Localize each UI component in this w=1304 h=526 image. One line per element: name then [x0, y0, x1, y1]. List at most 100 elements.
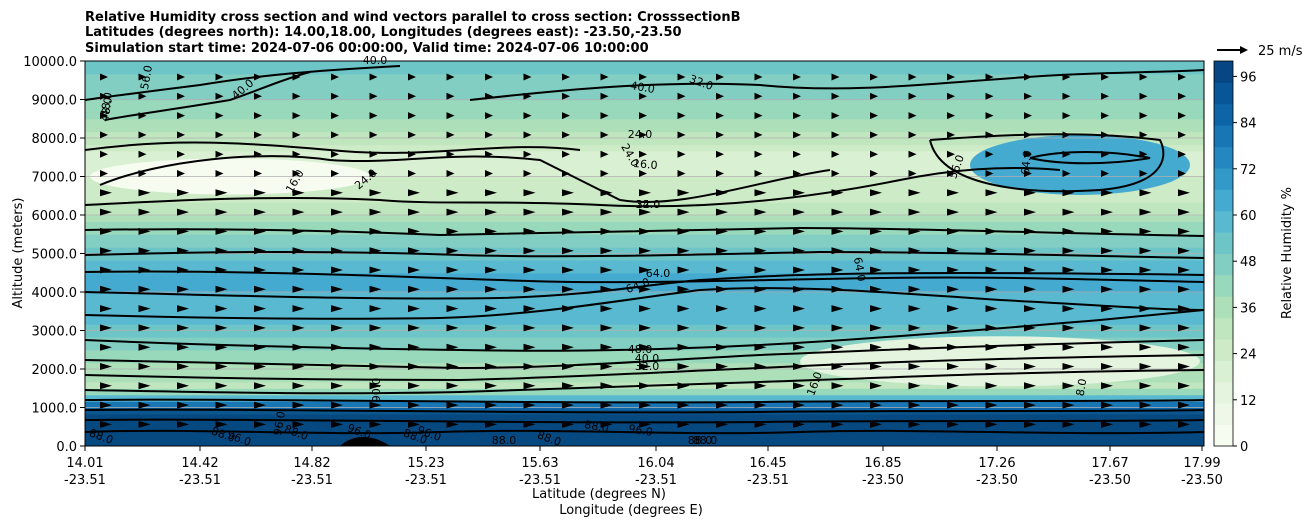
wind-vector	[908, 112, 917, 120]
colorbar-segment	[1214, 274, 1233, 297]
wind-vector	[985, 131, 994, 139]
colorbar-segment	[1214, 82, 1233, 105]
wind-vector	[446, 420, 459, 428]
wind-vector	[292, 305, 305, 313]
wind-vector	[831, 266, 844, 274]
wind-vector	[600, 305, 613, 313]
wind-vector	[947, 189, 959, 197]
wind-vector	[716, 247, 728, 255]
wind-vector	[908, 247, 921, 255]
wind-vector	[870, 189, 882, 197]
wind-vector	[639, 170, 647, 177]
wind-vector	[254, 324, 266, 332]
wind-vector	[600, 401, 613, 409]
wind-vector	[215, 208, 228, 216]
wind-vector	[716, 170, 724, 177]
wind-vector	[1101, 305, 1113, 313]
wind-vector	[292, 324, 305, 332]
y-tick-label: 3000.0	[32, 325, 78, 340]
wind-vector	[793, 401, 805, 409]
wind-vector	[754, 285, 767, 293]
wind-vector	[523, 247, 536, 255]
wind-vector	[639, 266, 651, 274]
wind-vector	[523, 363, 536, 370]
contour-line	[469, 69, 1204, 101]
wind-vector	[754, 305, 767, 313]
colorbar-segment	[1214, 103, 1233, 126]
colorbar-segment	[1214, 167, 1233, 190]
wind-vector	[1101, 170, 1109, 177]
x-tick-label-lat: 16.04	[637, 456, 674, 471]
contour-label: 8.0	[1074, 378, 1090, 397]
wind-vector	[408, 382, 420, 390]
wind-vector	[485, 189, 497, 197]
y-tick-label: 7000.0	[32, 171, 78, 186]
wind-vector	[331, 382, 343, 390]
wind-vector	[523, 208, 536, 216]
wind-vector	[831, 208, 844, 216]
wind-vector	[1101, 420, 1113, 428]
wind-vector	[677, 208, 690, 216]
wind-vector	[215, 189, 228, 197]
wind-vector	[562, 363, 574, 370]
wind-vector	[1139, 227, 1152, 235]
wind-vector	[1178, 363, 1190, 370]
wind-vector	[947, 343, 959, 351]
wind-vector	[1139, 92, 1148, 100]
wind-vector	[215, 382, 228, 390]
wind-vector	[331, 285, 343, 293]
wind-vector	[793, 324, 805, 332]
wind-vector	[562, 92, 570, 100]
wind-vector	[677, 285, 690, 293]
contour-line	[85, 65, 401, 101]
wind-vector	[177, 227, 189, 235]
wind-vector	[870, 324, 882, 332]
wind-vector	[600, 189, 613, 197]
wind-vector	[947, 112, 955, 120]
wind-vector	[562, 227, 574, 235]
wind-vector	[254, 247, 266, 255]
wind-vector	[1101, 401, 1113, 409]
wind-vector	[677, 227, 690, 235]
wind-vector	[793, 189, 805, 197]
wind-vector	[870, 401, 882, 409]
wind-vector	[254, 285, 266, 293]
wind-vector	[677, 305, 690, 313]
wind-vector	[639, 189, 651, 197]
x-tick-label-lon: -23.50	[862, 473, 904, 488]
contour-line	[85, 369, 1204, 395]
colorbar-tick-label: 0	[1240, 440, 1248, 455]
wind-vector	[716, 324, 728, 332]
wind-vector	[408, 266, 420, 274]
colorbar-segment	[1214, 232, 1233, 254]
contour-line	[99, 155, 831, 204]
x-tick-label-lon: -23.51	[179, 473, 221, 488]
wind-vector	[716, 382, 728, 390]
wind-vector	[523, 170, 532, 177]
colorbar-segment	[1214, 210, 1233, 233]
wind-vector	[985, 382, 998, 390]
wind-vector	[562, 266, 574, 274]
wind-vector	[1062, 420, 1075, 428]
wind-vector	[100, 324, 112, 332]
contour-label: 24.0	[636, 198, 661, 211]
wind-vector	[870, 382, 882, 390]
wind-vector	[1062, 305, 1075, 313]
wind-vector	[215, 324, 228, 332]
wind-vector	[716, 227, 728, 235]
humidity-band	[85, 336, 1204, 344]
wind-vector	[870, 73, 878, 81]
wind-vector	[1024, 208, 1036, 216]
wind-vector	[1062, 92, 1071, 100]
wind-vector	[639, 247, 651, 255]
wind-vector	[1101, 285, 1113, 293]
wind-vector	[1024, 189, 1036, 197]
wind-vector	[446, 363, 459, 370]
wind-vector	[523, 112, 532, 120]
wind-vector	[1139, 112, 1148, 120]
humidity-band	[85, 157, 1204, 165]
wind-vector	[100, 227, 112, 235]
contour-label: 32.0	[636, 198, 661, 211]
wind-vector	[908, 227, 921, 235]
humidity-band	[85, 298, 1204, 306]
